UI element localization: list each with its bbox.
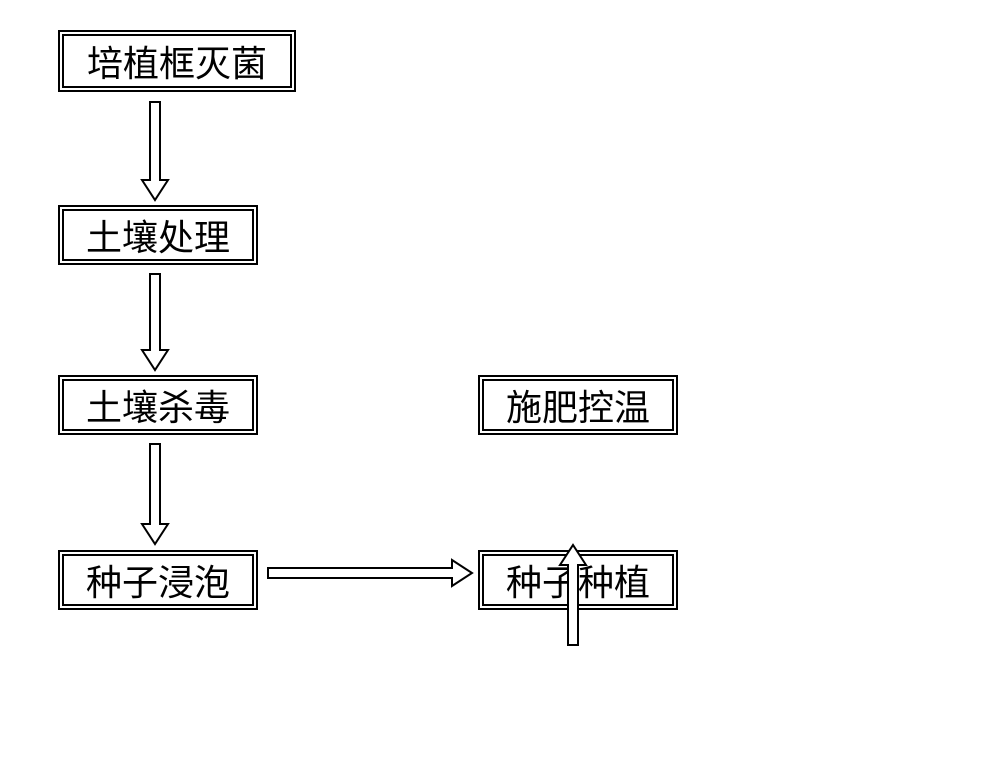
- flow-node-4: 种子浸泡: [58, 550, 258, 610]
- flow-arrow-3: [140, 442, 170, 546]
- flow-arrow-1: [140, 100, 170, 202]
- flow-arrow-5: [558, 543, 588, 647]
- flow-node-label: 施肥控温: [506, 379, 650, 431]
- flow-node-6: 施肥控温: [478, 375, 678, 435]
- flow-node-1: 培植框灭菌: [58, 30, 296, 92]
- flow-node-3: 土壤杀毒: [58, 375, 258, 435]
- flow-node-label: 土壤处理: [86, 209, 230, 261]
- flow-arrow-2: [140, 272, 170, 372]
- flow-node-2: 土壤处理: [58, 205, 258, 265]
- flow-arrow-4: [266, 558, 474, 588]
- flow-node-label: 土壤杀毒: [86, 379, 230, 431]
- flow-node-label: 种子浸泡: [86, 554, 230, 606]
- flow-node-label: 培植框灭菌: [87, 35, 267, 87]
